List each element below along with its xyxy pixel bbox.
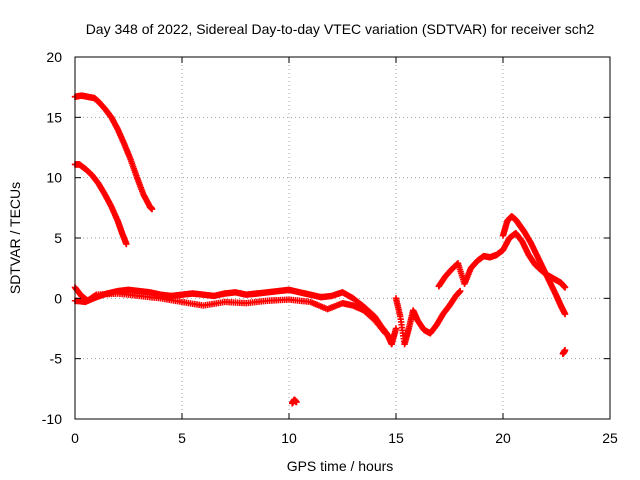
data-point (382, 330, 389, 337)
data-point (561, 347, 569, 354)
series-peak-segment (499, 213, 569, 318)
x-tick-label: 20 (495, 430, 511, 446)
y-tick-label: 20 (46, 49, 62, 65)
y-axis-label: SDTVAR / TECUs (7, 182, 23, 294)
data-point (123, 240, 130, 248)
data-point (293, 398, 300, 406)
x-tick-label: 25 (602, 430, 618, 446)
y-tick-label: 5 (54, 230, 62, 246)
chart-title: Day 348 of 2022, Sidereal Day-to-day VTE… (86, 21, 595, 37)
y-tick-label: 15 (46, 109, 62, 125)
series-second-arc (71, 161, 130, 248)
axis-tick-labels: 0 5 10 15 20 25 -10 -5 0 5 10 15 20 (42, 49, 618, 446)
data-point (561, 310, 569, 318)
data-point (148, 205, 156, 213)
x-tick-label: 0 (71, 430, 79, 446)
x-tick-label: 10 (281, 430, 297, 446)
x-tick-label: 5 (178, 430, 186, 446)
data-point (392, 325, 400, 332)
y-tick-label: 10 (46, 170, 62, 186)
y-tick-label: -10 (42, 411, 62, 427)
series-near-zero-band-lower (71, 290, 389, 337)
x-axis-label: GPS time / hours (287, 458, 394, 474)
y-tick-label: 0 (54, 290, 62, 306)
data-point (381, 328, 388, 336)
series-isolated-late (559, 347, 569, 358)
x-tick-label: 15 (388, 430, 404, 446)
axis-ticks (74, 56, 611, 420)
data-point (561, 284, 569, 291)
y-tick-label: -5 (50, 351, 63, 367)
series-isolated-low (289, 396, 300, 407)
series-dip-segment (392, 287, 464, 348)
data-point (457, 287, 464, 295)
series-upper-arc (71, 92, 156, 213)
data-points (71, 92, 569, 407)
